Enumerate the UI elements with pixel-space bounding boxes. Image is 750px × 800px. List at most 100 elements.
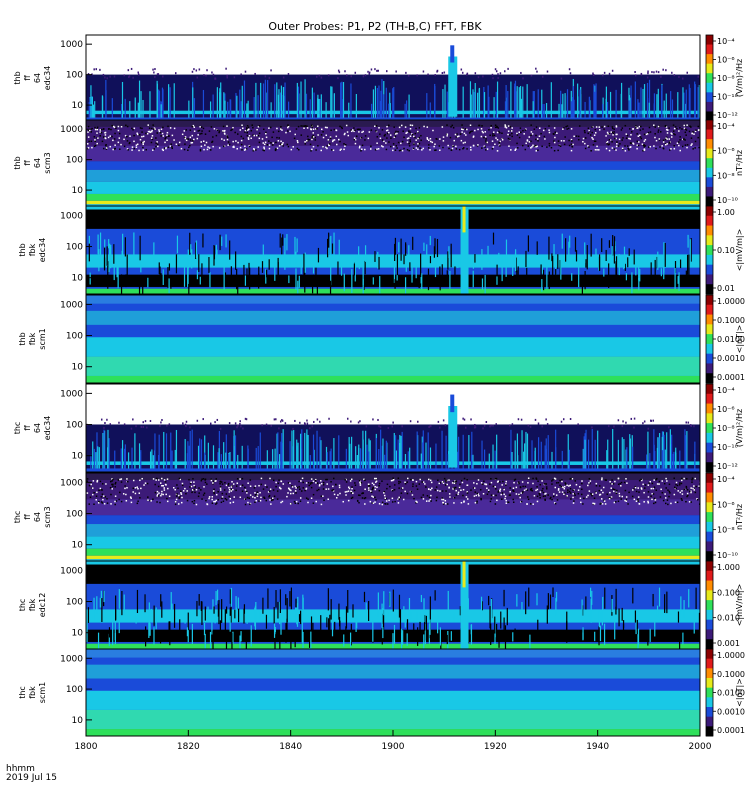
colorbar-tick-label: 10⁻¹⁰ [717,196,738,205]
colorbar: 10⁻⁴ 10⁻⁶ 10⁻⁸ 10⁻¹⁰ 10⁻¹² (V/m)²/Hz [705,383,744,473]
colorbar-tick-label: 1.0000 [717,651,745,660]
y-tick-label: 1000 [60,211,83,221]
colorbar-tick-label: 0.0100 [717,689,745,698]
y-tick-label: 10 [72,274,84,284]
y-axis-label: thc ff 64 scm3 [13,506,52,527]
colorbar-tick-label: 0.0001 [717,726,745,735]
y-label-line: thc [18,686,27,699]
y-label-line: thb [18,332,27,345]
colorbar-tick-label: 10⁻⁶ [717,56,735,65]
y-label-line: 64 [33,158,42,168]
colorbar-tick-label: 0.1000 [717,670,745,679]
panel-6: 1000 100 10 thc ff 64 scm3 10⁻⁴ 10⁻⁶ 10⁻⁸ 10⁻¹⁰ nT²… [13,472,744,562]
colorbar: 1.000 0.100 0.010 0.001 <|mV/m|> [705,560,744,650]
y-label-line: scm1 [38,328,47,349]
y-tick-label: 1000 [60,566,83,576]
colorbar-label: <|nT|> [735,325,744,354]
y-label-line: fbk [28,598,37,611]
y-label-line: fbk [28,243,37,256]
colorbar: 1.0000 0.1000 0.0100 0.0010 0.0001 <|nT|> [705,648,745,737]
colorbar-tick-label: 0.0010 [717,354,745,363]
y-label-line: scm3 [43,152,52,173]
x-tick-label: 1920 [484,742,507,752]
y-tick-label: 10 [72,186,84,196]
colorbar-tick-label: 10⁻¹⁰ [717,551,738,560]
y-tick-label: 100 [66,598,83,608]
colorbar-tick-label: 10⁻⁴ [717,475,735,484]
y-tick-label: 1000 [60,389,83,399]
y-axis-label: thb fbk edc34 [18,238,47,263]
spectrogram-image [86,295,700,383]
time-label: hhmm [6,764,35,774]
y-tick-label: 10 [72,101,84,111]
y-label-line: thc [13,422,22,435]
colorbar-tick-label: 10⁻⁶ [717,147,735,156]
colorbar-tick-label: 10⁻⁸ [717,74,735,83]
y-tick-label: 100 [66,510,83,520]
y-label-line: thb [13,71,22,84]
colorbar-label: (V/m)²/Hz [735,59,744,97]
date-label: 2019 Jul 15 [6,773,57,783]
spectrogram-image [86,206,700,294]
y-label-line: fbk [28,332,37,345]
y-tick-label: 100 [66,71,83,81]
colorbar-tick-label: 10⁻¹² [717,462,738,471]
colorbar: 10⁻⁴ 10⁻⁶ 10⁻⁸ 10⁻¹⁰ nT²/Hz [705,472,744,562]
spectrogram-image [86,561,700,649]
panel-8: 1000 100 10 thc fbk scm1 1.0000 0.1000 0.0100 0.0… [18,648,745,737]
y-label-line: 64 [33,512,42,522]
y-axis-label: thb fbk scm1 [18,328,47,349]
colorbar-tick-label: 0.010 [717,614,740,623]
y-label-line: edc34 [38,238,47,263]
y-label-line: ff [23,514,32,520]
y-label-line: thc [13,511,22,524]
y-label-line: fbk [28,686,37,699]
y-label-line: scm1 [38,682,47,703]
y-tick-label: 10 [72,363,84,373]
x-tick-label: 1820 [177,742,200,752]
colorbar-tick-label: 0.0001 [717,373,745,382]
y-tick-label: 1000 [60,125,83,135]
panel-frame [85,294,701,384]
panel-frame [85,205,701,295]
colorbar-tick-label: 0.0100 [717,335,745,344]
y-tick-label: 100 [66,332,83,342]
y-tick-label: 100 [66,685,83,695]
x-tick-label: 1900 [382,742,405,752]
colorbar-label: (V/m)²/Hz [735,409,744,447]
y-tick-label: 1000 [60,300,83,310]
y-tick-label: 1000 [60,478,83,488]
x-axis: 1800 1820 1840 1900 1920 1940 2000 [75,730,712,752]
colorbar-tick-label: 10⁻⁶ [717,500,735,509]
y-tick-label: 10 [72,629,84,639]
colorbar-tick-label: 10⁻¹² [717,111,738,120]
colorbar-tick-label: 0.0010 [717,707,745,716]
spectrogram-image [86,120,700,206]
y-label-line: edc12 [38,593,47,618]
colorbar-label: nT²/Hz [735,150,744,176]
y-axis-label: thc fbk edc12 [18,593,47,618]
spectrogram-image [86,649,700,736]
spectrogram-image [86,35,700,121]
colorbar-label: <|mV/m|> [735,584,744,627]
colorbar-tick-label: 10⁻¹⁰ [717,93,738,102]
colorbar-tick-label: 10⁻⁶ [717,405,735,414]
y-tick-label: 100 [66,243,83,253]
colorbar-tick-label: 10⁻⁴ [717,386,735,395]
colorbar-tick-label: 0.10 [717,246,735,255]
y-label-line: ff [23,160,32,166]
chart-title: Outer Probes: P1, P2 (TH-B,C) FFT, FBK [268,20,482,33]
spectrogram-image [86,384,700,472]
colorbar-tick-label: 0.1000 [717,316,745,325]
y-axis-label: thc ff 64 edc34 [13,416,52,441]
colorbar: 10⁻⁴ 10⁻⁶ 10⁻⁸ 10⁻¹⁰ 10⁻¹² (V/m)²/Hz [705,34,744,122]
y-tick-label: 10 [72,452,84,462]
colorbar-tick-label: 10⁻⁴ [717,122,735,131]
colorbar-label: <|mV/m|> [735,229,744,272]
x-tick-label: 1940 [586,742,609,752]
y-tick-label: 100 [66,421,83,431]
x-tick-label: 1840 [279,742,302,752]
y-tick-label: 1000 [60,654,83,664]
